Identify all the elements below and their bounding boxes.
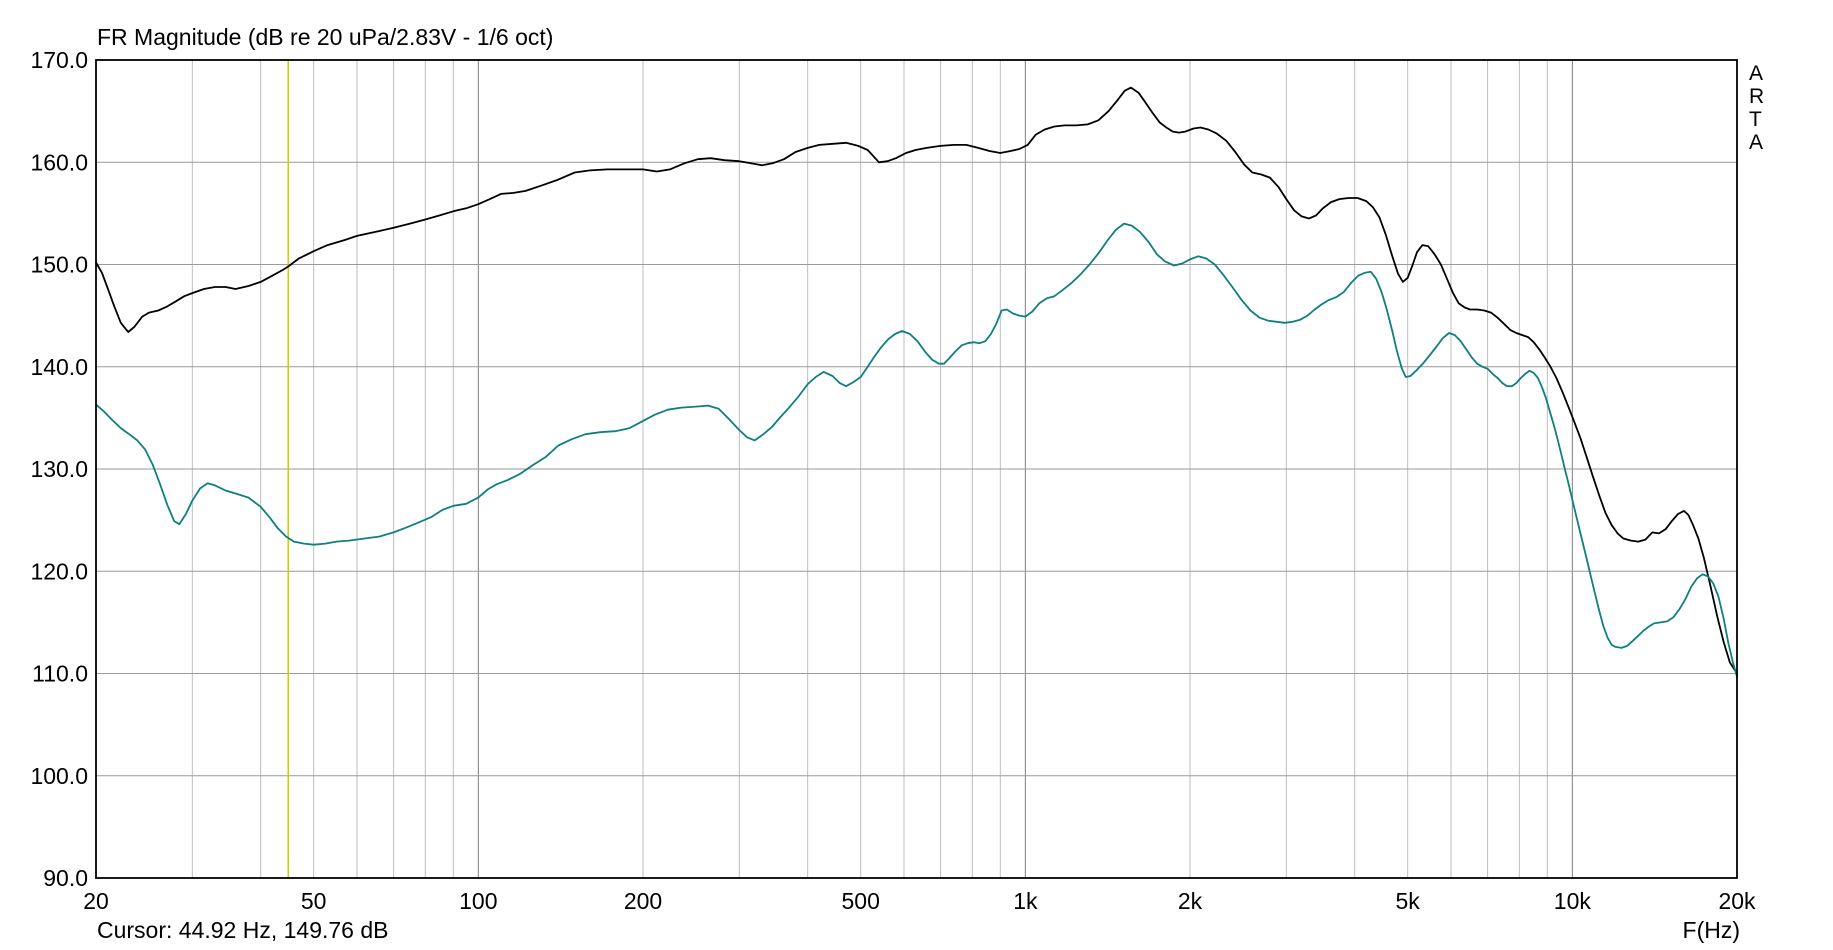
response-curve_teal: [95, 222, 1738, 678]
plot-border: [95, 59, 1738, 879]
x-tick-label-2k: 2k: [1178, 888, 1203, 914]
y-axis-labels: 170.0 160.0 150.0 140.0 130.0 120.0 110.0 100.0…: [30, 47, 88, 891]
x-tick-label-50: 50: [301, 888, 327, 914]
arta-logo-letter-R-1: R: [1749, 85, 1764, 108]
y-tick-label-90.0: 90.0: [43, 865, 88, 891]
y-tick-label-170.0: 170.0: [30, 47, 88, 73]
x-tick-label-100: 100: [459, 888, 497, 914]
x-tick-label-20k: 20k: [1718, 888, 1756, 914]
x-tick-label-500: 500: [841, 888, 879, 914]
x-tick-label-5k: 5k: [1396, 888, 1421, 914]
x-tick-label-10k: 10k: [1554, 888, 1592, 914]
y-tick-label-150.0: 150.0: [30, 252, 88, 278]
chart-title: FR Magnitude (dB re 20 uPa/2.83V - 1/6 o…: [97, 24, 553, 50]
x-axis-labels: 20 50 100 200 500 1k 2k 5k 10k 20k: [83, 888, 1756, 914]
arta-logo-letter-A-0: A: [1749, 62, 1763, 85]
y-tick-label-130.0: 130.0: [30, 456, 88, 482]
y-tick-label-160.0: 160.0: [30, 149, 88, 175]
gridlines: [96, 60, 1737, 878]
arta-logo-letter-A-3: A: [1749, 131, 1763, 154]
x-axis-unit-label: F(Hz): [1683, 917, 1740, 943]
response-curves: [95, 86, 1738, 678]
y-tick-label-120.0: 120.0: [30, 558, 88, 584]
y-tick-label-100.0: 100.0: [30, 763, 88, 789]
x-tick-label-1k: 1k: [1013, 888, 1038, 914]
response-curve_black: [95, 86, 1738, 675]
arta-logo-letter-T-2: T: [1749, 108, 1762, 131]
cursor-readout: Cursor: 44.92 Hz, 149.76 dB: [97, 917, 389, 943]
y-tick-label-140.0: 140.0: [30, 354, 88, 380]
x-tick-label-200: 200: [624, 888, 662, 914]
x-tick-label-20: 20: [83, 888, 109, 914]
y-tick-label-110.0: 110.0: [32, 661, 88, 687]
